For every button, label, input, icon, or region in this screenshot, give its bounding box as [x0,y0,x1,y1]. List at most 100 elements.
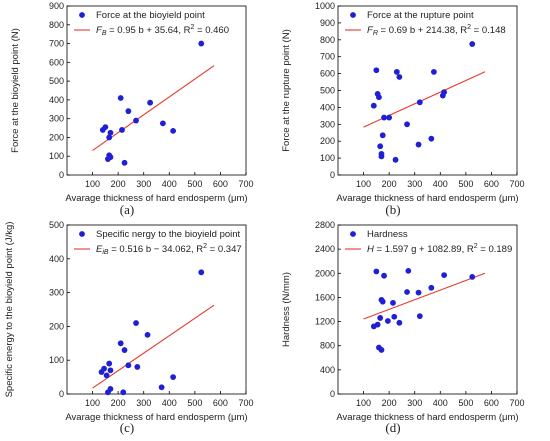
x-tick-label: 600 [484,179,499,189]
data-point [396,319,403,326]
y-tick-label: 200 [49,132,64,142]
data-point [373,268,380,275]
panel-b: 100 200 300 400 500 600 700 0 100 200 300 400 500 600… [281,1,525,217]
data-point [428,284,435,291]
x-axis-title: Avarage thickness of hard endosperm (μm) [65,193,247,204]
legend-fit-label: H = 1.597 g + 1082.89, R2 = 0.189 [367,243,512,255]
legend-point-label: Force at the bioyield point [96,10,205,21]
data-point [107,129,114,136]
data-point [106,360,113,367]
data-point [159,120,166,127]
y-tick-label: 400 [320,102,335,112]
y-tick-label: 500 [49,76,64,86]
y-tick-label: 1000 [315,1,335,11]
y-tick-label: 0 [59,389,64,399]
data-point [430,69,437,75]
data-point [120,389,127,396]
panel-a: 100 200 300 400 500 600 700 0 100 200 300 400 500 600… [10,1,254,217]
data-point [103,372,110,379]
data-point [107,154,114,161]
legend-fit-label: FB = 0.95 b + 35.64, R2 = 0.460 [96,24,229,37]
data-point [404,121,410,128]
y-tick-label: 700 [49,39,64,49]
y-tick-label: 0 [330,170,335,180]
x-tick-label: 200 [382,179,397,189]
data-point [117,340,124,347]
data-point [404,289,410,295]
x-tick-label: 400 [433,398,448,408]
x-tick-label: 300 [407,398,422,408]
data-point [384,318,391,324]
data-point [158,384,165,391]
y-tick-label: 900 [49,1,64,11]
data-point [170,127,177,134]
legend-point-marker [79,231,85,237]
panel-label: (b) [385,202,400,217]
data-point [416,99,423,106]
x-tick-label: 500 [458,398,473,408]
y-tick-label: 0 [330,389,335,399]
data-point [428,135,435,142]
panel-c: 100 200 300 400 500 600 700 0 100 200 300 400 500 Ava… [4,220,254,435]
y-tick-label: 400 [49,95,64,105]
legend-fit-label: EiB = 0.516 b − 34.062, R2 = 0.347 [96,243,242,256]
data-point [198,269,205,276]
x-tick-label: 500 [187,398,202,408]
x-tick-label: 300 [136,398,151,408]
data-point [133,320,139,326]
panel-label: (d) [385,420,400,435]
plot-frame [337,224,518,395]
fit-line [92,65,215,151]
data-point [102,124,109,131]
y-axis-title: Hardness (N/mm) [281,272,292,347]
x-tick-label: 200 [111,179,126,189]
y-tick-label: 800 [320,35,335,45]
plot-frame [66,224,247,395]
data-point [144,331,151,338]
data-point [125,362,132,369]
data-point [101,365,107,372]
y-tick-label: 700 [320,52,335,62]
x-tick-label: 600 [213,179,228,189]
y-tick-label: 100 [49,151,64,161]
y-axis-title: Specific energy to the bioyield point (J… [4,222,15,398]
y-tick-label: 300 [49,114,64,124]
y-tick-label: 100 [49,355,64,365]
data-point [377,315,384,321]
data-point [117,95,124,101]
data-point [121,159,128,166]
legend-point-marker [350,12,356,18]
data-point [370,102,377,109]
legend-point-label: Specific nergy to the bioyield point [96,229,241,240]
y-tick-label: 100 [320,153,335,163]
data-point [133,117,139,124]
x-tick-label: 100 [356,179,371,189]
y-tick-label: 600 [49,57,64,67]
y-tick-label: 500 [49,220,64,230]
data-point [415,141,422,148]
y-tick-label: 200 [49,321,64,331]
x-axis-title: Avarage thickness of hard endosperm (μm) [65,412,247,423]
data-point [170,374,177,380]
data-point [415,289,422,296]
y-tick-label: 0 [59,170,64,180]
data-point [374,321,381,328]
data-point [198,40,205,47]
legend-point-marker [79,12,85,18]
legend-point-label: Hardness [367,229,408,240]
x-axis-title: Avarage thickness of hard endosperm (μm) [336,193,518,204]
panel-label: (a) [120,202,134,217]
data-point [469,274,476,280]
data-point [416,313,423,320]
fit-line [92,304,215,389]
y-tick-label: 400 [320,365,335,375]
x-tick-label: 700 [509,179,524,189]
x-tick-label: 700 [238,398,253,408]
x-tick-label: 200 [382,398,397,408]
x-tick-label: 400 [162,179,177,189]
y-axis-title: Force at the rupture point (N) [281,29,292,152]
plot-frame [66,5,247,176]
x-tick-label: 600 [213,398,228,408]
data-point [391,313,398,320]
x-axis-title: Avarage thickness of hard endosperm (μm) [336,412,518,423]
